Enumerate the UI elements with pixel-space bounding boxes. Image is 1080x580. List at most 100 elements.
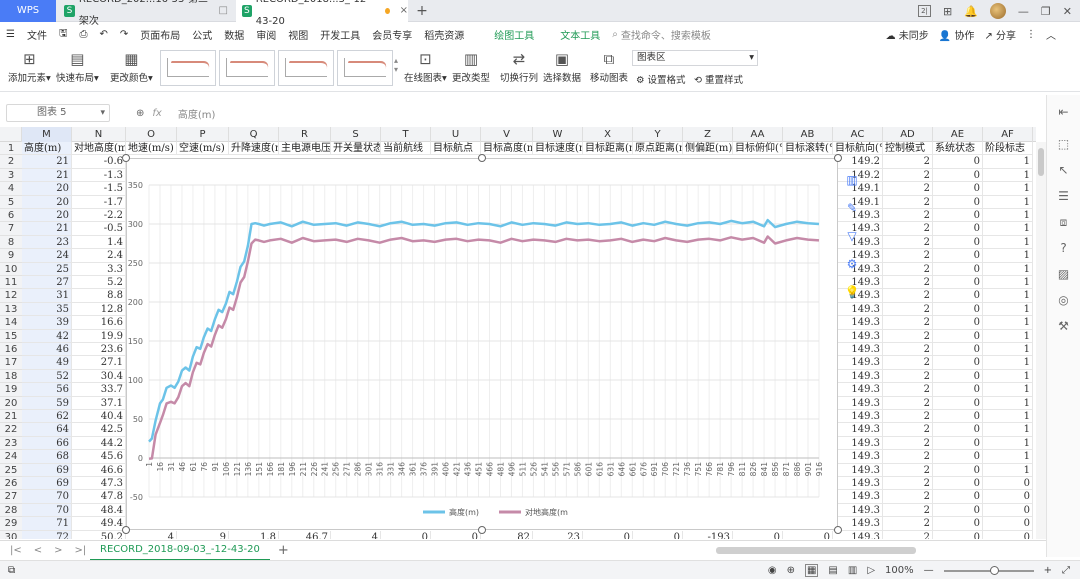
table-cell[interactable]: 149.3 [833, 302, 883, 317]
table-cell[interactable]: 30.4 [72, 369, 126, 384]
table-cell[interactable]: 149.3 [833, 410, 883, 424]
sidebar-help-icon[interactable]: ? [1060, 241, 1067, 255]
scroll-thumb[interactable] [1038, 148, 1044, 176]
change-color-button[interactable]: ▦ 更改颜色▾ [110, 50, 153, 84]
table-cell[interactable]: 1 [983, 302, 1033, 317]
row-header[interactable]: 5 [0, 195, 22, 209]
column-header-x[interactable]: X [583, 127, 633, 142]
table-cell[interactable]: 16.6 [72, 316, 126, 330]
table-cell[interactable]: 149.3 [833, 517, 883, 531]
table-cell[interactable]: 0 [983, 477, 1033, 491]
redo-icon[interactable]: ↷ [119, 28, 129, 40]
row-header[interactable]: 9 [0, 249, 22, 263]
chart-style-thumb-1[interactable] [160, 50, 216, 86]
table-cell[interactable]: 1 [983, 356, 1033, 370]
table-cell[interactable]: 0 [933, 209, 983, 223]
table-cell[interactable]: 0 [933, 276, 983, 290]
avatar[interactable] [989, 3, 1006, 19]
table-cell[interactable]: 47.3 [72, 477, 126, 491]
table-cell[interactable]: 0 [933, 302, 983, 317]
hamburger-icon[interactable]: ☰ [6, 28, 15, 40]
table-cell[interactable]: 149.3 [833, 329, 883, 343]
column-header-ae[interactable]: AE [933, 127, 983, 142]
table-cell[interactable]: 0 [933, 423, 983, 437]
sync-status[interactable]: ☁ 未同步 [886, 27, 929, 42]
table-cell[interactable]: 149.3 [833, 289, 883, 303]
table-cell[interactable]: 35 [22, 302, 72, 317]
table-cell[interactable]: 56 [22, 383, 72, 397]
table-cell[interactable]: 0 [431, 530, 481, 539]
resize-handle[interactable] [834, 154, 842, 162]
table-cell[interactable]: 0 [933, 329, 983, 343]
table-cell[interactable]: 2 [883, 383, 933, 397]
table-cell[interactable]: 0 [933, 369, 983, 384]
header-cell[interactable]: 目标高度(m [481, 142, 533, 156]
print-icon[interactable]: ⎙ [79, 28, 88, 40]
command-search[interactable]: ⌕ 查找命令、搜索模板 [612, 27, 711, 42]
table-cell[interactable]: 2 [883, 450, 933, 464]
table-cell[interactable]: 1 [983, 329, 1033, 343]
table-cell[interactable]: 2 [883, 276, 933, 290]
table-cell[interactable]: 0 [983, 530, 1033, 539]
menu-formula[interactable]: 公式 [192, 30, 213, 42]
add-element-button[interactable]: ⊞ 添加元素▾ [8, 50, 51, 84]
row-header[interactable]: 16 [0, 343, 22, 357]
column-header-y[interactable]: Y [633, 127, 683, 142]
table-cell[interactable]: 46.6 [72, 463, 126, 477]
table-cell[interactable]: 0 [933, 343, 983, 357]
table-cell[interactable]: 0 [933, 249, 983, 263]
table-cell[interactable]: 2 [883, 517, 933, 531]
table-cell[interactable]: 2.4 [72, 249, 126, 263]
table-cell[interactable]: -0.5 [72, 222, 126, 236]
row-header[interactable]: 6 [0, 209, 22, 223]
resize-handle[interactable] [478, 526, 486, 534]
column-header-v[interactable]: V [481, 127, 533, 142]
row-header[interactable]: 20 [0, 396, 22, 410]
table-cell[interactable]: 23 [533, 530, 583, 539]
sidebar-expand-icon[interactable]: ⇤ [1058, 105, 1069, 119]
table-cell[interactable]: 2 [883, 410, 933, 424]
table-cell[interactable]: 149.3 [833, 530, 883, 539]
header-cell[interactable]: 侧偏距(m) [683, 142, 733, 156]
table-cell[interactable]: 4 [126, 530, 177, 539]
menu-resources[interactable]: 稻壳资源 [424, 30, 465, 42]
table-cell[interactable]: 0 [583, 530, 633, 539]
sidebar-image-icon[interactable]: ▨ [1057, 267, 1070, 281]
table-cell[interactable]: 0 [933, 396, 983, 410]
resize-handle[interactable] [122, 154, 130, 162]
row-header[interactable]: 23 [0, 436, 22, 451]
table-cell[interactable]: 0 [933, 289, 983, 303]
table-cell[interactable]: 1 [983, 450, 1033, 464]
horizontal-scrollbar[interactable] [716, 547, 916, 554]
sheet-tab[interactable]: RECORD_2018-09-03_-12-43-20 [90, 541, 270, 561]
share-button[interactable]: ↗ 分享 [984, 27, 1016, 42]
table-cell[interactable]: 50.2 [72, 530, 126, 539]
menu-member[interactable]: 会员专享 [372, 30, 413, 42]
normal-view-icon[interactable]: ▦ [804, 564, 819, 577]
column-header-ac[interactable]: AC [833, 127, 883, 142]
table-cell[interactable]: 0 [933, 490, 983, 504]
table-cell[interactable]: 0 [983, 503, 1033, 518]
table-cell[interactable]: -1.3 [72, 168, 126, 183]
table-cell[interactable]: 1 [983, 436, 1033, 451]
table-cell[interactable]: 20 [22, 209, 72, 223]
table-cell[interactable]: 2 [883, 195, 933, 209]
table-cell[interactable]: 0 [381, 530, 431, 539]
column-header-z[interactable]: Z [683, 127, 733, 142]
row-header[interactable]: 15 [0, 329, 22, 343]
page-layout-view-icon[interactable]: ▤ [828, 565, 838, 576]
table-cell[interactable]: 40.4 [72, 410, 126, 424]
table-cell[interactable]: 149.3 [833, 209, 883, 223]
table-cell[interactable]: 47.8 [72, 490, 126, 504]
tab-close-icon[interactable]: □ [218, 5, 228, 16]
table-cell[interactable]: 149.3 [833, 503, 883, 518]
add-sheet-button[interactable]: + [277, 543, 289, 558]
table-cell[interactable]: 24 [22, 249, 72, 263]
table-cell[interactable]: 1 [983, 276, 1033, 290]
header-cell[interactable]: 阶段标志 [983, 142, 1033, 156]
menu-dev-tools[interactable]: 开发工具 [320, 30, 361, 42]
table-cell[interactable]: 70 [22, 503, 72, 518]
table-cell[interactable]: 49 [22, 356, 72, 370]
table-cell[interactable]: 2 [883, 463, 933, 477]
column-header-r[interactable]: R [279, 127, 331, 142]
